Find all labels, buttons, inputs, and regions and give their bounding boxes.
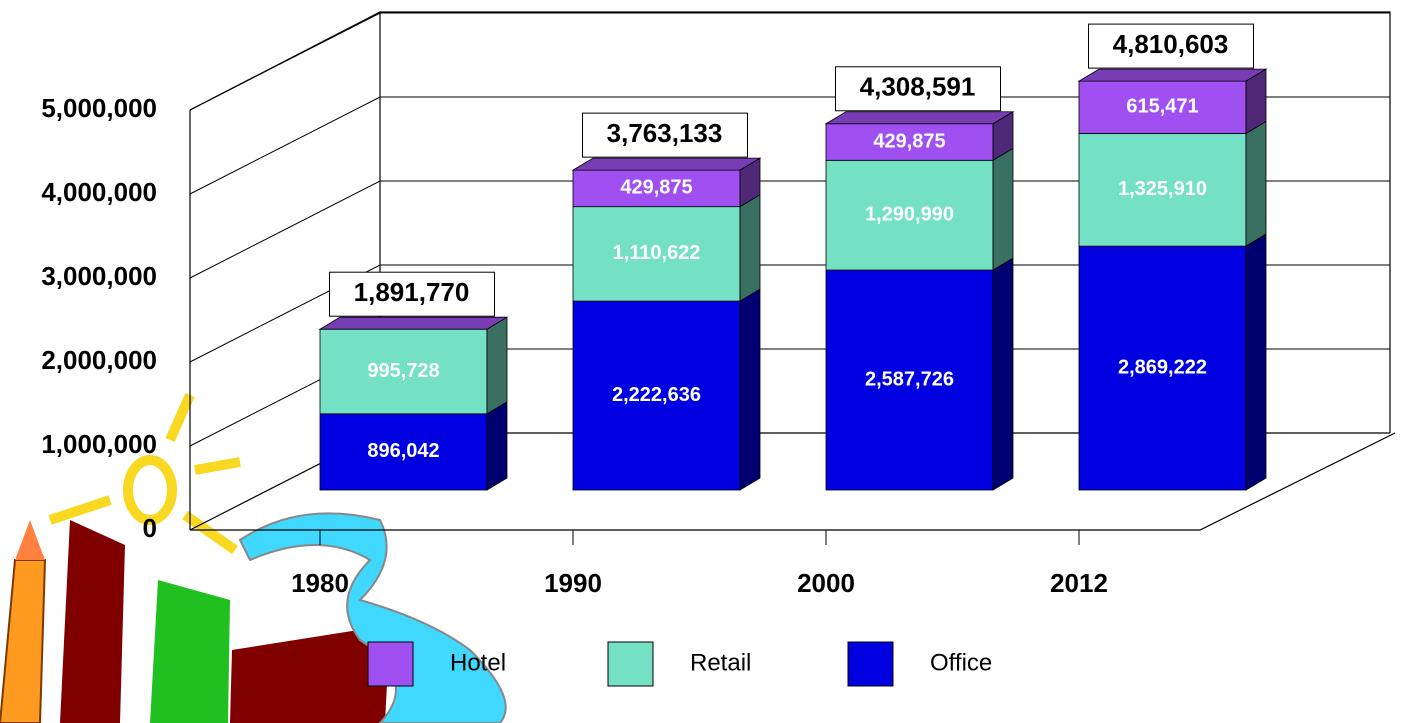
bar-side xyxy=(992,147,1014,271)
data-label: 429,875 xyxy=(620,177,692,199)
data-label: 429,875 xyxy=(873,130,945,152)
bar-side xyxy=(992,257,1014,491)
legend-label: Retail xyxy=(690,649,751,676)
total-label: 4,308,591 xyxy=(860,72,976,102)
x-tick-label: 2000 xyxy=(797,568,855,598)
legend-swatch xyxy=(367,641,414,687)
clipart xyxy=(0,392,507,723)
data-label: 1,110,622 xyxy=(613,242,701,264)
total-label: 1,891,770 xyxy=(354,277,470,307)
x-tick-label: 2012 xyxy=(1050,568,1108,598)
legend-label: Hotel xyxy=(450,649,506,676)
bar-top xyxy=(571,157,762,171)
data-label: 615,471 xyxy=(1126,96,1198,118)
grid-line xyxy=(189,180,1390,279)
legend-swatch xyxy=(607,641,654,687)
bar-side xyxy=(486,401,508,491)
x-tick-label: 1980 xyxy=(291,568,349,598)
bar-segment xyxy=(1078,133,1247,247)
bar-segment xyxy=(572,169,741,208)
grid-line xyxy=(189,12,1390,111)
data-label: 2,587,726 xyxy=(865,368,954,390)
data-label: 995,728 xyxy=(367,360,439,382)
bar-segment xyxy=(572,300,741,491)
bar-top xyxy=(318,316,509,330)
legend-swatch xyxy=(847,641,894,687)
bar-segment xyxy=(319,328,488,415)
total-label: 4,810,603 xyxy=(1113,29,1229,59)
data-label: 2,869,222 xyxy=(1118,356,1207,378)
total-box xyxy=(835,66,1001,112)
data-label: 896,042 xyxy=(367,440,439,462)
bar-side xyxy=(1245,120,1267,247)
y-tick-label: 1,000,000 xyxy=(41,429,157,459)
data-label: 2,222,636 xyxy=(612,384,701,406)
bar-side xyxy=(1245,233,1267,491)
bar-top xyxy=(824,111,1015,125)
bar-segment xyxy=(1078,245,1247,491)
y-tick-label: 3,000,000 xyxy=(41,261,157,291)
grid-line xyxy=(189,96,1390,195)
bar-side xyxy=(739,193,761,302)
bar-side xyxy=(739,288,761,491)
y-tick-label: 2,000,000 xyxy=(41,345,157,375)
y-tick-label: 5,000,000 xyxy=(41,93,157,123)
data-label: 1,325,910 xyxy=(1118,178,1207,200)
grid-line xyxy=(189,264,1390,363)
x-tick-label: 1990 xyxy=(544,568,602,598)
y-tick-label: 4,000,000 xyxy=(41,177,157,207)
bar-segment xyxy=(319,413,488,491)
total-box xyxy=(1088,23,1254,69)
legend-label: Office xyxy=(930,649,992,676)
y-tick-label: 0 xyxy=(143,513,157,543)
bar-segment xyxy=(825,269,994,491)
total-label: 3,763,133 xyxy=(607,118,723,148)
bar-side xyxy=(486,316,508,415)
bar-top xyxy=(1077,68,1268,82)
total-box xyxy=(582,112,748,158)
total-box xyxy=(329,271,495,317)
data-label: 1,290,990 xyxy=(865,203,954,225)
